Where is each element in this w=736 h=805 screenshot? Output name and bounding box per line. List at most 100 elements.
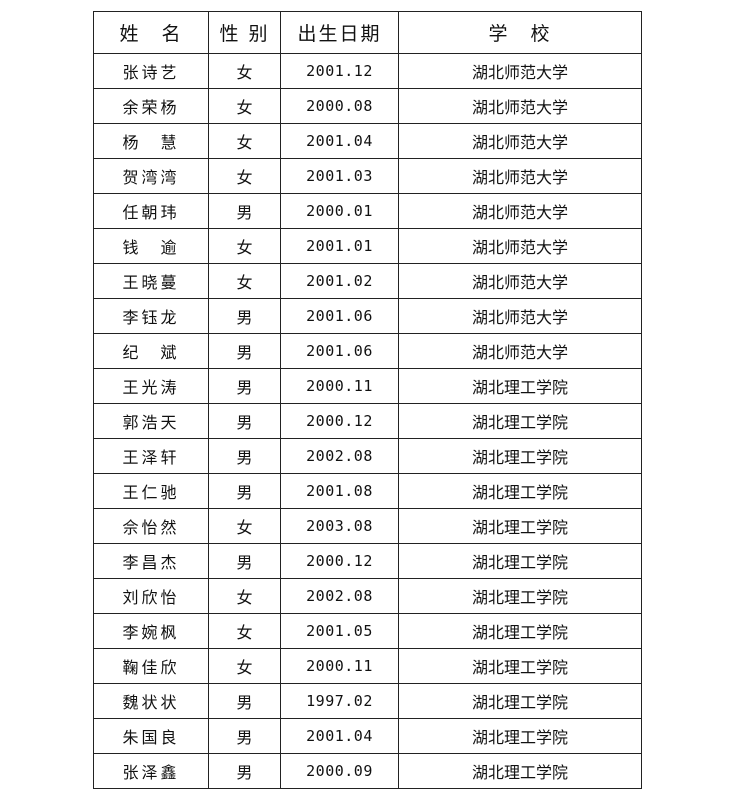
header-school: 学 校 [398, 11, 642, 54]
table-row: 李昌杰男 2000.12 湖北理工学院 [93, 543, 642, 579]
table-row: 刘欣怡女 2002.08 湖北理工学院 [93, 578, 642, 614]
gender-cell: 女 [208, 53, 281, 89]
birthdate-cell: 2001.05 [280, 613, 399, 649]
school-cell: 湖北师范大学 [398, 88, 642, 124]
school-cell: 湖北理工学院 [398, 543, 642, 579]
gender-cell: 男 [208, 473, 281, 509]
table-row: 王光涛男 2000.11 湖北理工学院 [93, 368, 642, 404]
table-row: 杨 慧女 2001.04 湖北师范大学 [93, 123, 642, 159]
table-row: 王晓蔓女 2001.02 湖北师范大学 [93, 263, 642, 299]
name-cell: 鞠佳欣 [93, 648, 209, 684]
gender-cell: 女 [208, 613, 281, 649]
school-cell: 湖北师范大学 [398, 158, 642, 194]
birthdate-cell: 2000.11 [280, 648, 399, 684]
school-cell: 湖北师范大学 [398, 228, 642, 264]
birthdate-cell: 2001.02 [280, 263, 399, 299]
table-row: 李婉枫女 2001.05 湖北理工学院 [93, 613, 642, 649]
header-row: 姓 名 性 别 出生日期 学 校 [93, 11, 642, 54]
header-gender: 性 别 [208, 11, 281, 54]
table-row: 王泽轩男 2002.08 湖北理工学院 [93, 438, 642, 474]
birthdate-cell: 2000.08 [280, 88, 399, 124]
school-cell: 湖北理工学院 [398, 578, 642, 614]
birthdate-cell: 2001.03 [280, 158, 399, 194]
birthdate-cell: 2001.08 [280, 473, 399, 509]
name-cell: 王泽轩 [93, 438, 209, 474]
name-cell: 魏状状 [93, 683, 209, 719]
school-cell: 湖北师范大学 [398, 123, 642, 159]
name-cell: 余荣杨 [93, 88, 209, 124]
name-cell: 刘欣怡 [93, 578, 209, 614]
gender-cell: 女 [208, 648, 281, 684]
gender-cell: 男 [208, 683, 281, 719]
gender-cell: 男 [208, 438, 281, 474]
school-cell: 湖北师范大学 [398, 263, 642, 299]
birthdate-cell: 2001.06 [280, 333, 399, 369]
school-cell: 湖北理工学院 [398, 613, 642, 649]
name-cell: 王晓蔓 [93, 263, 209, 299]
table-row: 魏状状男 1997.02 湖北理工学院 [93, 683, 642, 719]
gender-cell: 男 [208, 193, 281, 229]
school-cell: 湖北理工学院 [398, 753, 642, 789]
birthdate-cell: 2001.01 [280, 228, 399, 264]
table-row: 朱国良男 2001.04 湖北理工学院 [93, 718, 642, 754]
gender-cell: 男 [208, 298, 281, 334]
gender-cell: 女 [208, 158, 281, 194]
table-row: 李钰龙男 2001.06 湖北师范大学 [93, 298, 642, 334]
name-cell: 钱 逾 [93, 228, 209, 264]
school-cell: 湖北理工学院 [398, 648, 642, 684]
table-row: 张诗艺女 2001.12 湖北师范大学 [93, 53, 642, 89]
school-cell: 湖北理工学院 [398, 438, 642, 474]
birthdate-cell: 2000.09 [280, 753, 399, 789]
school-cell: 湖北师范大学 [398, 53, 642, 89]
birthdate-cell: 2000.12 [280, 543, 399, 579]
name-cell: 李钰龙 [93, 298, 209, 334]
school-cell: 湖北师范大学 [398, 298, 642, 334]
birthdate-cell: 2000.01 [280, 193, 399, 229]
name-cell: 张泽鑫 [93, 753, 209, 789]
birthdate-cell: 2001.06 [280, 298, 399, 334]
name-cell: 佘怡然 [93, 508, 209, 544]
school-cell: 湖北理工学院 [398, 473, 642, 509]
school-cell: 湖北师范大学 [398, 193, 642, 229]
name-cell: 贺湾湾 [93, 158, 209, 194]
gender-cell: 女 [208, 508, 281, 544]
gender-cell: 男 [208, 403, 281, 439]
name-cell: 纪 斌 [93, 333, 209, 369]
birthdate-cell: 2003.08 [280, 508, 399, 544]
table-row: 张泽鑫男 2000.09 湖北理工学院 [93, 753, 642, 789]
gender-cell: 女 [208, 578, 281, 614]
name-cell: 王光涛 [93, 368, 209, 404]
table-row: 钱 逾女 2001.01 湖北师范大学 [93, 228, 642, 264]
name-cell: 郭浩天 [93, 403, 209, 439]
birthdate-cell: 2001.04 [280, 718, 399, 754]
name-cell: 李婉枫 [93, 613, 209, 649]
gender-cell: 女 [208, 88, 281, 124]
name-cell: 朱国良 [93, 718, 209, 754]
table-row: 余荣杨女 2000.08 湖北师范大学 [93, 88, 642, 124]
name-cell: 任朝玮 [93, 193, 209, 229]
table-row: 鞠佳欣女 2000.11 湖北理工学院 [93, 648, 642, 684]
school-cell: 湖北师范大学 [398, 333, 642, 369]
school-cell: 湖北理工学院 [398, 508, 642, 544]
gender-cell: 女 [208, 263, 281, 299]
birthdate-cell: 1997.02 [280, 683, 399, 719]
student-table: 姓 名 性 别 出生日期 学 校 张诗艺女 2001.12 湖北师范大学 余荣杨女 20… [93, 11, 642, 789]
gender-cell: 女 [208, 228, 281, 264]
birthdate-cell: 2000.11 [280, 368, 399, 404]
header-name: 姓 名 [93, 11, 209, 54]
birthdate-cell: 2002.08 [280, 438, 399, 474]
name-cell: 李昌杰 [93, 543, 209, 579]
gender-cell: 男 [208, 753, 281, 789]
birthdate-cell: 2001.04 [280, 123, 399, 159]
gender-cell: 男 [208, 718, 281, 754]
school-cell: 湖北理工学院 [398, 368, 642, 404]
name-cell: 张诗艺 [93, 53, 209, 89]
name-cell: 王仁驰 [93, 473, 209, 509]
table-row: 纪 斌男 2001.06 湖北师范大学 [93, 333, 642, 369]
gender-cell: 女 [208, 123, 281, 159]
school-cell: 湖北理工学院 [398, 403, 642, 439]
table-row: 贺湾湾女 2001.03 湖北师范大学 [93, 158, 642, 194]
name-cell: 杨 慧 [93, 123, 209, 159]
birthdate-cell: 2002.08 [280, 578, 399, 614]
table-row: 任朝玮男 2000.01 湖北师范大学 [93, 193, 642, 229]
